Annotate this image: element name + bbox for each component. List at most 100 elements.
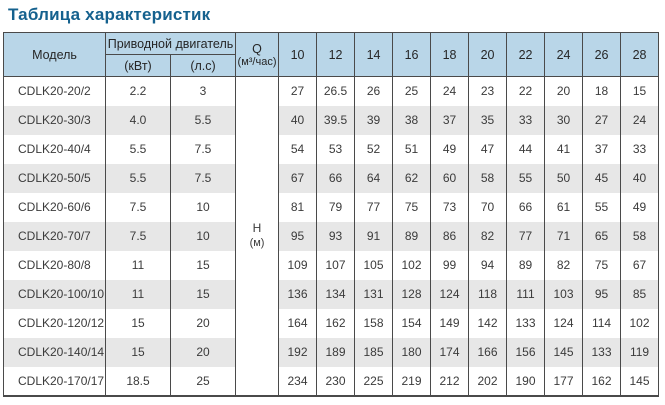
- power-kw-cell: 11: [105, 250, 171, 280]
- head-value-cell: 177: [544, 366, 584, 396]
- flow-unit: (м³/час): [237, 55, 277, 68]
- head-value-cell: 24: [620, 105, 660, 135]
- head-value-cell: 230: [316, 366, 356, 396]
- head-value-cell: 77: [506, 221, 546, 251]
- head-value-cell: 50: [544, 163, 584, 193]
- head-value-cell: 60: [430, 163, 470, 193]
- power-kw-cell: 18.5: [105, 366, 171, 396]
- head-value-cell: 133: [506, 308, 546, 338]
- head-value-cell: 77: [354, 192, 394, 222]
- power-hp-cell: 10: [169, 192, 237, 222]
- col-header-flow-18: 18: [430, 32, 470, 77]
- head-value-cell: 52: [354, 134, 394, 164]
- head-value-cell: 39: [354, 105, 394, 135]
- head-value-cell: 38: [392, 105, 432, 135]
- head-value-cell: 75: [582, 250, 622, 280]
- head-value-cell: 192: [278, 337, 318, 367]
- head-value-cell: 75: [392, 192, 432, 222]
- head-value-cell: 134: [316, 279, 356, 309]
- model-cell: CDLK20-70/7: [3, 221, 106, 251]
- col-header-flow: Q (м³/час): [235, 32, 280, 77]
- characteristics-table: Модель Приводной двигатель Q (м³/час) 10…: [3, 32, 660, 397]
- power-kw-cell: 5.5: [105, 134, 171, 164]
- col-header-flow-28: 28: [620, 32, 660, 77]
- power-hp-cell: 10: [169, 221, 237, 251]
- power-hp-cell: 15: [169, 279, 237, 309]
- head-value-cell: 133: [582, 337, 622, 367]
- model-cell: CDLK20-40/4: [3, 134, 106, 164]
- head-unit-cell: Н (м): [235, 76, 280, 396]
- model-cell: CDLK20-140/14: [3, 337, 106, 367]
- head-value-cell: 54: [278, 134, 318, 164]
- head-label: Н: [252, 220, 262, 235]
- head-value-cell: 67: [278, 163, 318, 193]
- head-value-cell: 124: [544, 308, 584, 338]
- head-value-cell: 37: [582, 134, 622, 164]
- table-row: CDLK20-170/17 18.5 25 234 230 225 219 212 202 190…: [3, 366, 660, 396]
- header-row-units: (кВт) (л.с): [4, 54, 659, 77]
- table-row: CDLK20-50/5 5.5 7.5 67 66 64 62 60 58 55 50 45 40: [3, 163, 660, 193]
- head-value-cell: 37: [430, 105, 470, 135]
- head-value-cell: 33: [620, 134, 660, 164]
- col-header-motor-group: Приводной двигатель: [104, 32, 237, 55]
- col-header-flow-20: 20: [468, 32, 508, 77]
- head-value-cell: 94: [468, 250, 508, 280]
- head-value-cell: 89: [506, 250, 546, 280]
- col-header-flow-12: 12: [316, 32, 356, 77]
- head-value-cell: 40: [620, 163, 660, 193]
- head-value-cell: 156: [506, 337, 546, 367]
- power-hp-cell: 20: [169, 308, 237, 338]
- table-row: CDLK20-140/14 15 20 192 189 185 180 174 166 156 14…: [3, 337, 660, 367]
- head-value-cell: 95: [278, 221, 318, 251]
- head-value-cell: 53: [316, 134, 356, 164]
- power-kw-cell: 7.5: [105, 192, 171, 222]
- head-value-cell: 118: [468, 279, 508, 309]
- power-hp-cell: 5.5: [169, 105, 237, 135]
- head-value-cell: 190: [506, 366, 546, 396]
- head-value-cell: 61: [544, 192, 584, 222]
- head-value-cell: 15: [620, 76, 660, 106]
- head-value-cell: 234: [278, 366, 318, 396]
- head-value-cell: 58: [468, 163, 508, 193]
- head-value-cell: 95: [582, 279, 622, 309]
- col-header-flow-24: 24: [544, 32, 584, 77]
- head-value-cell: 202: [468, 366, 508, 396]
- power-kw-cell: 5.5: [105, 163, 171, 193]
- power-kw-cell: 4.0: [105, 105, 171, 135]
- head-value-cell: 45: [582, 163, 622, 193]
- head-value-cell: 79: [316, 192, 356, 222]
- head-value-cell: 162: [316, 308, 356, 338]
- table-row: CDLK20-20/2 2.2 3 Н (м) 27 26.5 26 25 24 23 22 20 18 1…: [3, 76, 660, 396]
- head-value-cell: 162: [582, 366, 622, 396]
- head-value-cell: 49: [430, 134, 470, 164]
- power-kw-cell: 11: [105, 279, 171, 309]
- head-value-cell: 24: [430, 76, 470, 106]
- head-value-cell: 55: [506, 163, 546, 193]
- head-value-cell: 93: [316, 221, 356, 251]
- power-hp-cell: 25: [169, 366, 237, 396]
- head-value-cell: 107: [316, 250, 356, 280]
- power-kw-cell: 7.5: [105, 221, 171, 251]
- head-value-cell: 128: [392, 279, 432, 309]
- head-value-cell: 47: [468, 134, 508, 164]
- head-value-cell: 85: [620, 279, 660, 309]
- head-value-cell: 102: [620, 308, 660, 338]
- col-header-model: Модель: [3, 32, 106, 77]
- head-value-cell: 154: [392, 308, 432, 338]
- head-value-cell: 25: [392, 76, 432, 106]
- head-value-cell: 44: [506, 134, 546, 164]
- head-value-cell: 158: [354, 308, 394, 338]
- head-value-cell: 102: [392, 250, 432, 280]
- head-value-cell: 86: [430, 221, 470, 251]
- head-value-cell: 66: [506, 192, 546, 222]
- col-header-kw: (кВт): [105, 54, 171, 77]
- head-value-cell: 119: [620, 337, 660, 367]
- head-value-cell: 27: [278, 76, 318, 106]
- table-row: CDLK20-70/7 7.5 10 95 93 91 89 86 82 77 71 65 58: [3, 221, 660, 251]
- table-row: CDLK20-30/3 4.0 5.5 40 39.5 39 38 37 35 33 30 27 24: [3, 105, 660, 135]
- head-value-cell: 35: [468, 105, 508, 135]
- flow-label: Q: [252, 41, 262, 56]
- table-header: Модель Приводной двигатель Q (м³/час) 10…: [3, 32, 660, 77]
- head-value-cell: 124: [430, 279, 470, 309]
